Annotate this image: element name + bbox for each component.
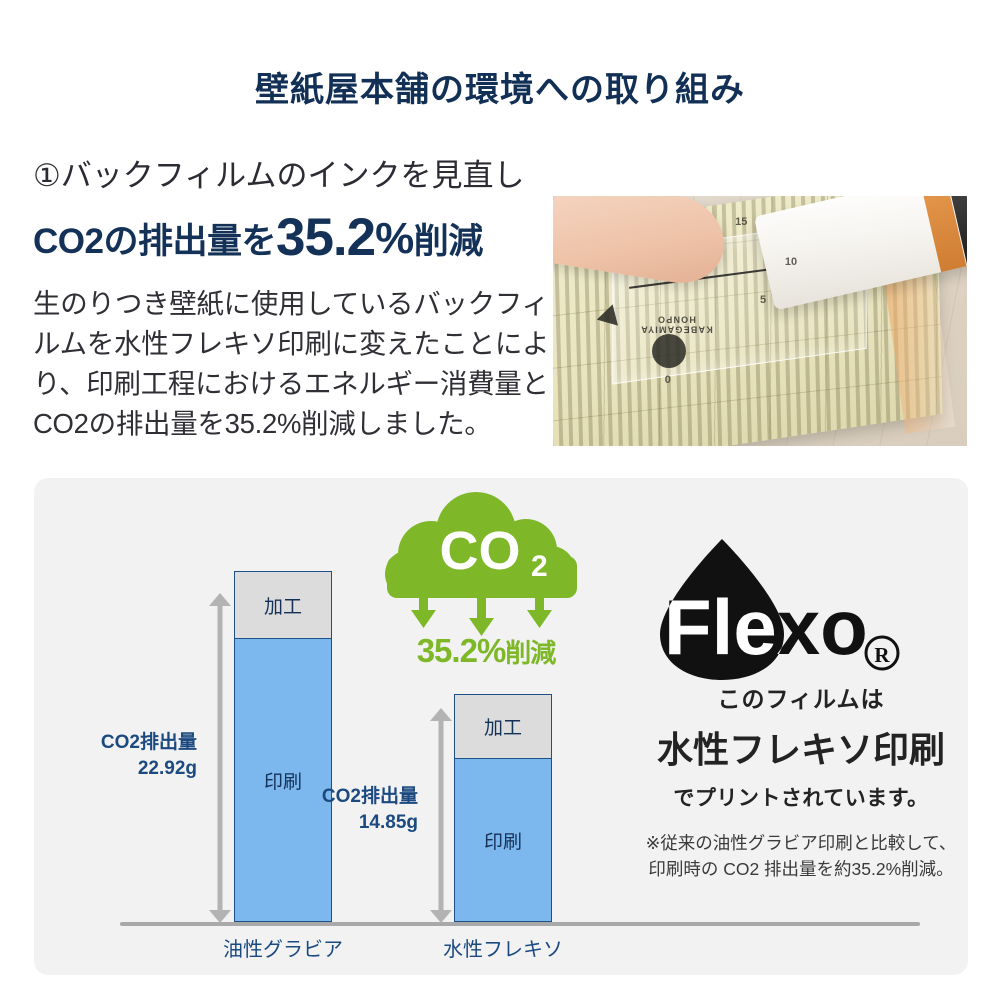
flexo-footnote: ※従来の油性グラビア印刷と比較して、 印刷時の CO2 排出量を約35.2%削減…: [634, 830, 968, 883]
co2-reduction-graphic: CO 2 35.2%削減: [381, 492, 591, 692]
photo-ruler-tick-15: 15: [735, 216, 748, 228]
bar-segment-process-flexo: 加工: [454, 694, 552, 759]
flexo-caption-line1: このフィルムは: [717, 686, 885, 712]
photo-brand-seal-icon: [652, 333, 687, 368]
measure-arrow-water-flexo: [430, 708, 452, 923]
co2-icon-subscript: 2: [531, 550, 548, 583]
co2-reduction-caption: 35.2%削減: [381, 632, 591, 670]
bar-segment-print-oil: 印刷: [234, 639, 332, 922]
bar-segment-print-flexo: 印刷: [454, 759, 552, 922]
intro-headline-value: 35.2: [275, 208, 376, 267]
bar-segment-process-oil: 加工: [234, 571, 332, 639]
bar-category-label-flexo: 水性フレキソ: [443, 939, 563, 961]
bar-group-water-flexo: 加工 印刷 水性フレキソ: [443, 694, 563, 961]
co2-reduction-word: 削減: [505, 638, 556, 668]
arrow-shaft: [217, 603, 223, 913]
co2-reduction-value: 35.2: [416, 632, 478, 669]
photo-brand-line1: KABEGAMIYA: [639, 324, 713, 335]
bar-category-label-oil: 油性グラビア: [223, 939, 343, 961]
photo-ruler-tick-0: 0: [664, 373, 671, 386]
co2-reduction-percent: %: [476, 632, 506, 669]
flexo-certification-block: Flexo Flexo R このフィルムは 水性フレキソ印刷 でプリントされてい…: [634, 506, 968, 883]
flexo-logo-wordmark-outer: Flexo: [664, 583, 868, 671]
co2-icon-text: CO: [440, 521, 521, 581]
emission-label-oil-gravure: CO2排出量 22.92g: [34, 730, 197, 781]
bar-segment-label: 印刷: [263, 771, 302, 793]
intro-headline: CO2の排出量を35.2%削減: [33, 207, 553, 268]
intro-heading: ①バックフィルムのインクを見直し: [33, 158, 525, 193]
flexo-footnote-line2: 印刷時の CO2 排出量を約35.2%削減。: [648, 859, 954, 880]
flexo-logo-wordmark-inner: Flexo: [664, 583, 868, 671]
emission-label-value: 14.85g: [358, 811, 418, 833]
page-title: 壁紙屋本舗の環境への取り組み: [255, 71, 745, 109]
arrow-head-down-icon: [209, 910, 231, 923]
wallpaper-film-photo: KABEGAMIYA HONPO 0 5 10 15: [553, 196, 967, 446]
arrow-head-up-icon: [209, 593, 231, 606]
photo-brand-text: KABEGAMIYA HONPO: [639, 313, 713, 335]
bar-segment-label: 加工: [263, 596, 302, 618]
flexo-caption-line2: 水性フレキソ印刷: [656, 729, 945, 770]
emission-label-title: CO2排出量: [321, 786, 418, 807]
co2-cloud-icon: CO 2: [385, 492, 577, 636]
intro-body-text: 生のりつき壁紙に使用しているバックフィルムを水性フレキソ印刷に変えたことにより、…: [33, 288, 550, 439]
chart-baseline-axis: [120, 922, 920, 926]
flexo-logo: Flexo Flexo R: [634, 506, 968, 684]
flexo-footnote-line1: ※従来の油性グラビア印刷と比較して、: [645, 833, 957, 853]
flexo-caption-line3: でプリントされています。: [673, 787, 929, 810]
arrow-head-up-icon: [430, 708, 452, 721]
arrow-head-down-icon: [430, 910, 452, 923]
photo-ruler-tick-5: 5: [760, 293, 767, 306]
flexo-ink-drop-logo-icon: Flexo Flexo R: [660, 539, 900, 680]
bar-group-oil-gravure: 加工 印刷 油性グラビア: [223, 571, 343, 961]
intro-headline-suffix: 削減: [413, 222, 484, 261]
bar-segment-label: 印刷: [483, 831, 522, 853]
intro-headline-prefix: CO2の排出量を: [33, 222, 276, 261]
emission-label-value: 22.92g: [137, 757, 197, 779]
bar-segment-label: 加工: [483, 718, 522, 739]
intro-headline-percent: %: [375, 214, 414, 263]
co2-bar-chart: 加工 印刷 油性グラビア CO2排出量 22.92g 加工 印刷 水性フレキソ: [34, 478, 920, 975]
comparison-panel: 加工 印刷 油性グラビア CO2排出量 22.92g 加工 印刷 水性フレキソ: [34, 478, 968, 975]
intro-copy-block: ①バックフィルムのインクを見直し CO2の排出量を35.2%削減 生のりつき壁紙…: [33, 150, 553, 444]
measure-arrow-oil-gravure: [209, 593, 231, 923]
photo-brand-line2: HONPO: [656, 313, 696, 324]
emission-label-title: CO2排出量: [100, 732, 197, 753]
emission-label-water-flexo: CO2排出量 14.85g: [256, 784, 418, 835]
arrow-shaft: [438, 718, 444, 913]
flexo-registered-mark: R: [874, 643, 890, 667]
photo-ruler-tick-10: 10: [784, 256, 798, 268]
